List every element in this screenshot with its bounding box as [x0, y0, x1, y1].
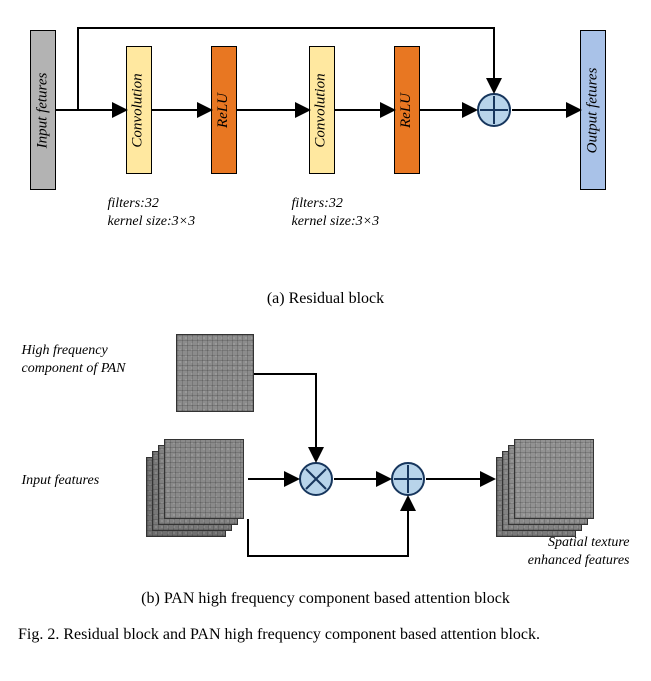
mul-op-icon [299, 462, 333, 496]
add-op-icon [477, 93, 511, 127]
conv1-label: Convolution [130, 73, 147, 147]
relu1-label: ReLU [215, 93, 232, 128]
output-block: Output fetures [580, 30, 606, 190]
conv1-params: filters:32 kernel size:3×3 [108, 195, 196, 231]
conv2-kernel: kernel size:3×3 [292, 213, 380, 231]
hf-label: High frequency component of PAN [22, 342, 126, 377]
input-stack [146, 439, 250, 543]
relu2-block: ReLU [394, 46, 420, 174]
conv1-kernel: kernel size:3×3 [108, 213, 196, 231]
conv2-label: Convolution [313, 73, 330, 147]
output-label: Output fetures [584, 67, 601, 153]
out-l2: enhanced features [500, 552, 630, 570]
relu2-label: ReLU [398, 93, 415, 128]
input-label-b: Input features [22, 472, 100, 490]
hf-label-l2: component of PAN [22, 360, 126, 378]
input-block: Input fetures [30, 30, 56, 190]
input-label: Input fetures [34, 72, 51, 148]
caption-b: (b) PAN high frequency component based a… [10, 590, 641, 608]
add-op-b-icon [391, 462, 425, 496]
conv1-block: Convolution [126, 46, 152, 174]
conv1-filters: filters:32 [108, 195, 196, 213]
relu1-block: ReLU [211, 46, 237, 174]
conv2-block: Convolution [309, 46, 335, 174]
output-stack [496, 439, 600, 543]
attention-block-diagram: High frequency component of PAN Input fe… [16, 324, 636, 584]
figure-caption: Fig. 2. Residual block and PAN high freq… [10, 624, 641, 646]
conv2-params: filters:32 kernel size:3×3 [292, 195, 380, 231]
conv2-filters: filters:32 [292, 195, 380, 213]
hf-tile [176, 334, 254, 412]
caption-a: (a) Residual block [10, 290, 641, 308]
hf-label-l1: High frequency [22, 342, 126, 360]
residual-block-diagram: Input fetures Convolution ReLU Convoluti… [16, 20, 636, 280]
